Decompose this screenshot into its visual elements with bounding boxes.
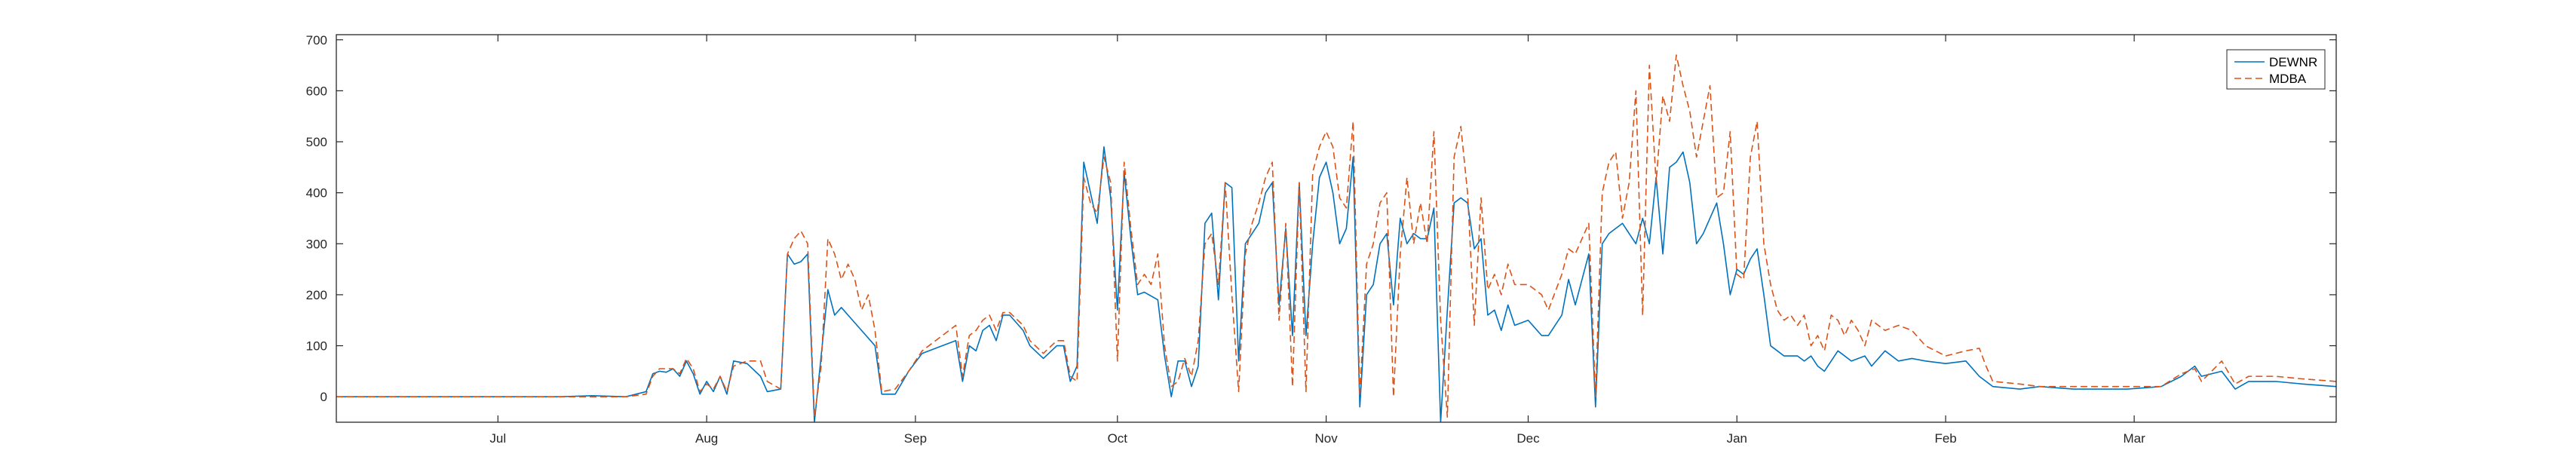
y-tick-label: 200 (306, 288, 327, 302)
x-tick-label: Jan (1727, 431, 1747, 446)
x-tick-label: Mar (2123, 431, 2145, 446)
series-line-dewnr (336, 146, 2336, 422)
x-axis: Jul Aug Sep Oct Nov Dec Jan Feb Mar (489, 35, 2145, 446)
y-axis: 0 100 200 300 400 500 600 700 (306, 33, 2336, 404)
legend-label-mdba: MDBA (2269, 72, 2307, 86)
y-tick-label: 500 (306, 135, 327, 149)
y-tick-label: 400 (306, 186, 327, 201)
plot-background (336, 35, 2336, 422)
legend: DEWNR MDBA (2226, 49, 2326, 90)
x-tick-label: Oct (1108, 431, 1128, 446)
y-tick-label: 0 (320, 390, 327, 404)
y-tick-label: 600 (306, 84, 327, 98)
x-tick-label: Dec (1516, 431, 1540, 446)
x-tick-label: Jul (489, 431, 506, 446)
series-layer (336, 34, 2337, 423)
axes-box (336, 34, 2337, 423)
y-tick-label: 300 (306, 237, 327, 251)
x-tick-label: Nov (1314, 431, 1338, 446)
x-tick-label: Sep (904, 431, 927, 446)
series-line-mdba (336, 54, 2336, 418)
plot-area (336, 35, 2336, 422)
x-tick-label: Feb (1934, 431, 1956, 446)
y-tick-label: 100 (306, 339, 327, 354)
legend-box (2226, 49, 2326, 90)
x-tick-label: Aug (695, 431, 718, 446)
y-tick-label: 700 (306, 33, 327, 48)
legend-label-dewnr: DEWNR (2269, 55, 2317, 69)
